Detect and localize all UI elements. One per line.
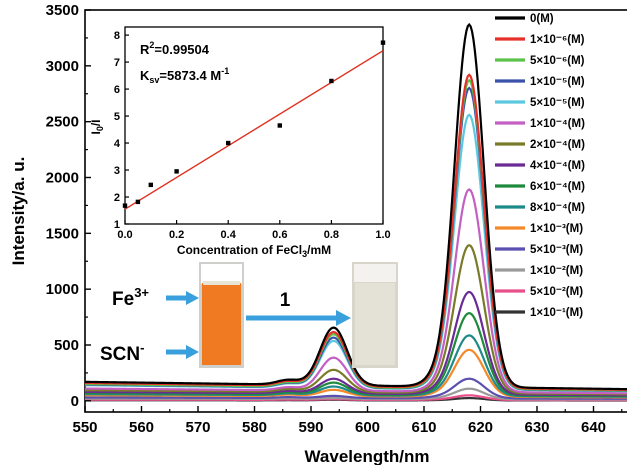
inset-plot: 0.0 0.2 0.4 0.6 0.8 1.0 1 2 3 4 5 6 7 8 [114, 30, 391, 241]
legend-entry: 1×10⁻¹(M) [530, 307, 583, 319]
inset-frame [124, 26, 384, 225]
inset-x-tick-label: 0.4 [221, 229, 237, 241]
spectrum-line [84, 22, 627, 391]
arrow-reaction [246, 310, 351, 326]
legend: 0(M) 1×10⁻⁶(M) 5×10⁻⁶(M) 1×10⁻⁵(M) 5×10⁻⁵(M)… [495, 13, 585, 319]
main-axes: 5505605705805906006106206306406500500100… [46, 2, 623, 436]
data-point [277, 123, 282, 128]
data-point [380, 40, 386, 45]
inset-x-tick-label: 0.6 [272, 229, 287, 241]
legend-entry: 1×10⁻³(M) [530, 223, 583, 235]
legend-entry: 0(M) [530, 13, 554, 25]
legend-entry: 8×10⁻⁴(M) [530, 202, 585, 214]
y-tick-label: 3500 [46, 2, 79, 19]
data-point [148, 182, 153, 188]
inset-x-tick-label: 0.8 [324, 229, 339, 241]
legend-entry: 1×10⁻⁴(M) [530, 118, 585, 130]
x-tick-label: 550 [72, 419, 97, 436]
legend-entry: 5×10⁻³(M) [530, 244, 583, 256]
inset-y-tick-label: 6 [114, 84, 120, 96]
y-tick-label: 1000 [46, 281, 79, 298]
data-point [226, 140, 231, 146]
y-axis-label: Intensity/a. u. [9, 157, 28, 266]
legend-entry: 5×10⁻⁶(M) [530, 55, 585, 67]
data-point [122, 203, 128, 208]
inset-x-tick-label: 0.2 [169, 229, 184, 241]
data-point [329, 78, 334, 84]
main-curves [84, 22, 627, 402]
inset-x-label: Concentration of FeCl3/mM [177, 243, 331, 259]
x-tick-label: 610 [411, 419, 436, 436]
data-point [135, 199, 141, 205]
x-tick-label: 600 [355, 419, 380, 436]
x-tick-label: 590 [298, 419, 323, 436]
y-tick-label: 500 [54, 337, 79, 354]
y-tick-label: 2500 [46, 114, 79, 131]
x-tick-label: 580 [242, 419, 267, 436]
ksv-text: Ksv=5873.4 M-1 [140, 66, 229, 85]
spectrum-line [84, 243, 627, 396]
inset-y-tick-label: 7 [114, 57, 120, 69]
y-tick-label: 2000 [46, 170, 79, 187]
fit-line [124, 50, 384, 210]
x-tick-label: 640 [581, 419, 606, 436]
x-axis-label: Wavelength/nm [305, 447, 430, 465]
x-tick-label: 620 [468, 419, 493, 436]
inset-y-tick-label: 3 [114, 165, 120, 177]
fe3-label: Fe3+ [112, 285, 149, 310]
arrow-scn [166, 345, 199, 359]
r-squared-text: R2=0.99504 [140, 40, 210, 57]
arrow-label: 1 [280, 290, 291, 311]
legend-entry: 5×10⁻⁵(M) [530, 97, 585, 109]
inset-y-label: I0/I [89, 119, 105, 134]
data-point [174, 169, 179, 174]
legend-entry: 5×10⁻²(M) [530, 286, 583, 298]
legend-entry: 1×10⁻⁶(M) [530, 34, 585, 46]
inset-y-tick-label: 4 [114, 138, 121, 150]
y-tick-label: 3000 [46, 58, 79, 75]
spectrum-line [84, 377, 627, 400]
x-tick-label: 560 [129, 419, 154, 436]
legend-entry: 1×10⁻⁵(M) [530, 76, 585, 88]
spectrum-line [84, 290, 627, 397]
inset-x-tick-label: 1.0 [375, 229, 390, 241]
legend-entry: 1×10⁻²(M) [530, 265, 583, 277]
cuvette-before [199, 262, 244, 368]
x-tick-label: 570 [185, 419, 210, 436]
x-tick-label: 630 [524, 419, 549, 436]
cuvette-after [352, 262, 398, 368]
spectrum-line [84, 188, 627, 395]
y-tick-label: 1500 [46, 225, 79, 242]
scn-label: SCN- [100, 340, 144, 365]
arrow-fe [166, 291, 199, 305]
inset-y-tick-label: 2 [114, 192, 120, 204]
legend-entry: 2×10⁻⁴(M) [530, 139, 585, 151]
inset-x-tick-label: 0.0 [117, 229, 132, 241]
inset-y-tick-label: 5 [114, 111, 120, 123]
legend-entry: 6×10⁻⁴(M) [530, 181, 585, 193]
legend-entry: 4×10⁻⁴(M) [530, 160, 585, 172]
inset-y-tick-label: 1 [114, 219, 120, 231]
y-tick-label: 0 [71, 393, 79, 410]
inset-y-tick-label: 8 [114, 30, 120, 42]
